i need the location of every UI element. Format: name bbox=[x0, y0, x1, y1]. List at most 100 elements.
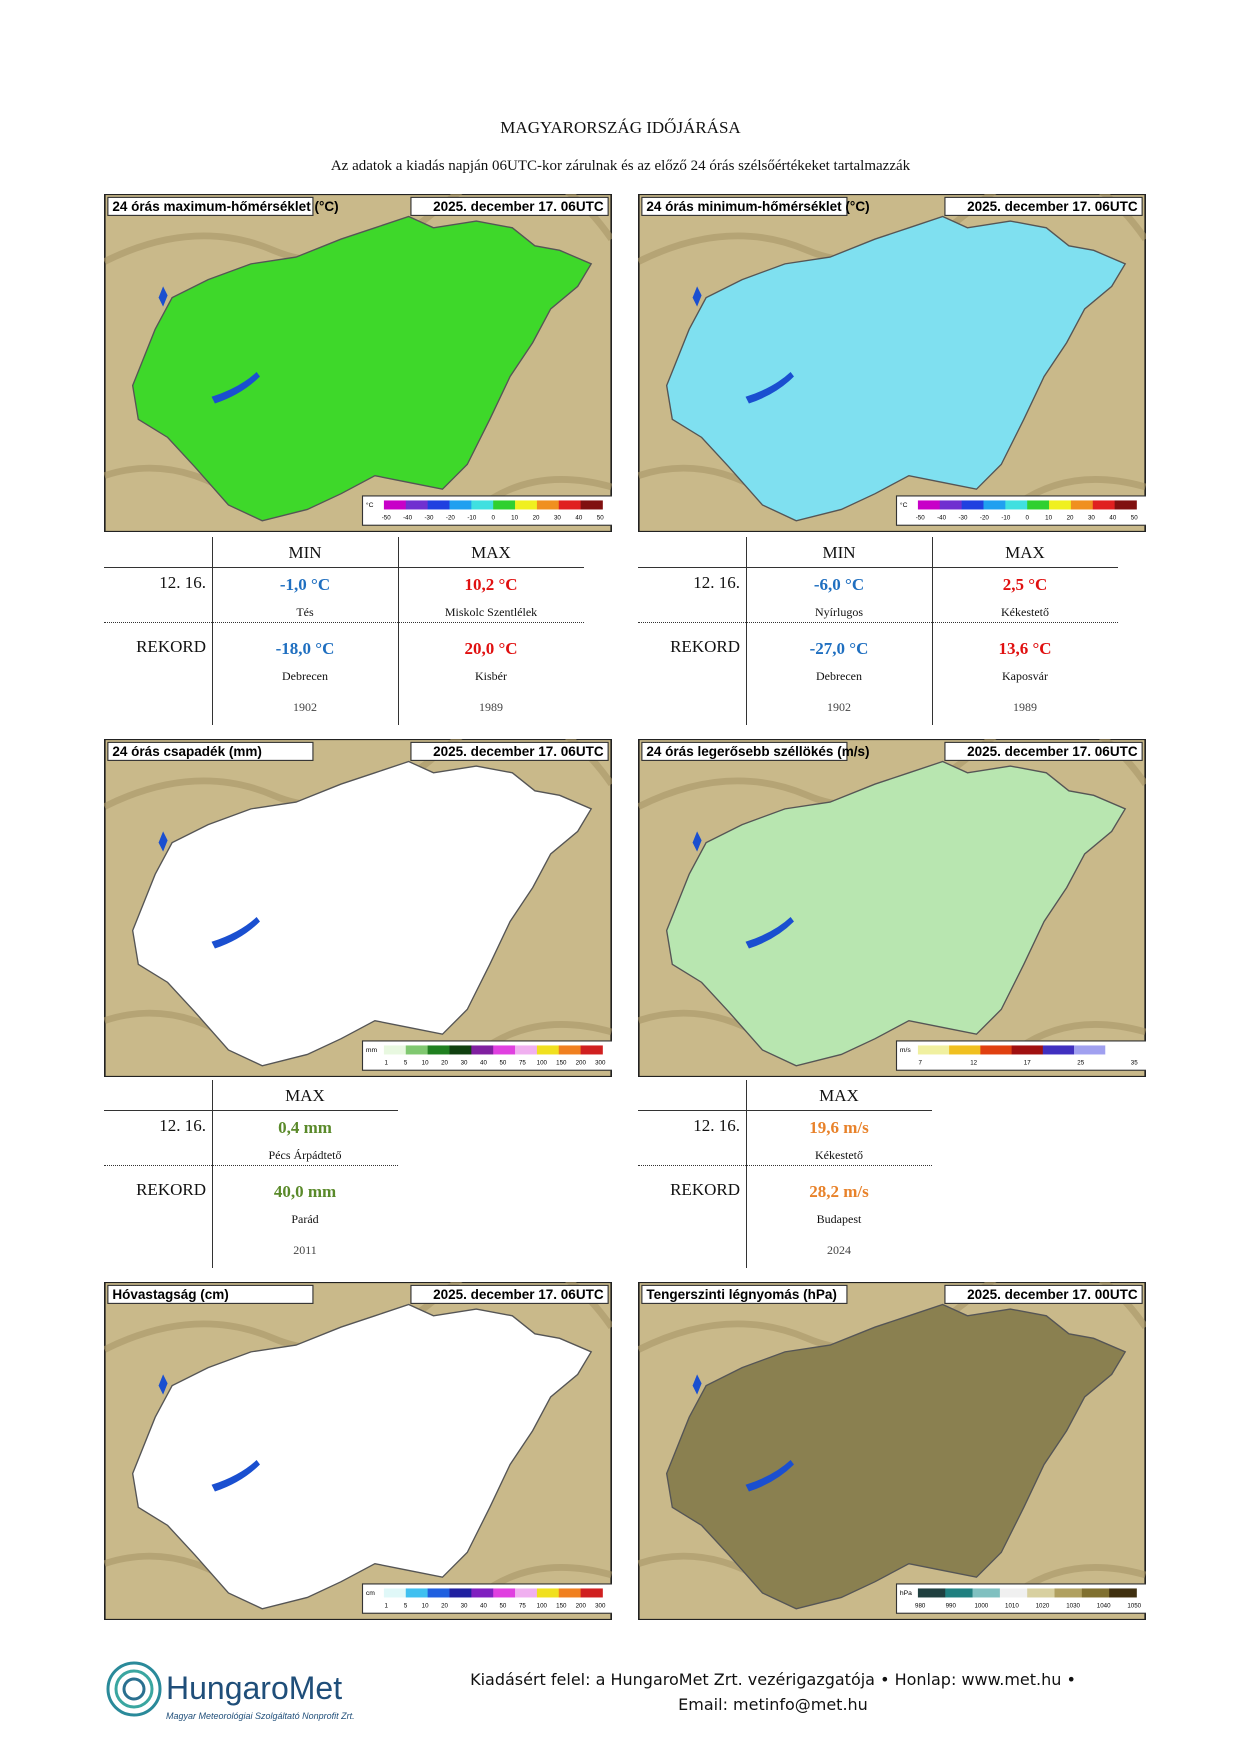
legend-tick: 5 bbox=[404, 1603, 408, 1610]
legend-swatch bbox=[558, 1588, 581, 1598]
legend-swatch bbox=[536, 1588, 560, 1598]
stats-table: MIN MAX 12. 16. -6,0 °C Nyírlugos 2,5 °C Kékes… bbox=[638, 537, 1124, 725]
map-date: 2025. december 17. 06UTC bbox=[433, 199, 604, 214]
legend-tick: 990 bbox=[946, 1603, 957, 1610]
legend-swatch bbox=[515, 500, 538, 510]
map-panel: 24 órás legerősebb széllökés (m/s) 2025. … bbox=[638, 739, 1146, 1077]
cell-value: 20,0 °C bbox=[464, 639, 518, 658]
map-date: 2025. december 17. 06UTC bbox=[967, 199, 1138, 214]
legend-tick: 40 bbox=[480, 1060, 487, 1067]
legend-swatch bbox=[405, 1588, 428, 1598]
legend-swatch bbox=[1081, 1588, 1110, 1598]
legend-swatch bbox=[471, 1588, 494, 1598]
lake-balaton bbox=[211, 372, 260, 404]
country-shape bbox=[665, 215, 1127, 522]
legend-tick: 100 bbox=[537, 1060, 548, 1067]
cell-year: 1902 bbox=[827, 700, 851, 714]
country-shape bbox=[131, 215, 593, 522]
legend-swatch bbox=[471, 500, 494, 510]
map-date: 2025. december 17. 06UTC bbox=[433, 1287, 604, 1302]
country-shape bbox=[665, 1303, 1127, 1610]
legend-tick: 17 bbox=[1024, 1060, 1031, 1067]
map-date: 2025. december 17. 00UTC bbox=[967, 1287, 1138, 1302]
cell-place: Pécs Árpádtető bbox=[268, 1148, 342, 1162]
map-date-box bbox=[410, 1284, 609, 1304]
table-rule bbox=[104, 1165, 398, 1166]
legend-swatch bbox=[1049, 500, 1072, 510]
column-header: MAX bbox=[471, 543, 511, 562]
cell-place: Kaposvár bbox=[1002, 669, 1048, 683]
table-rule bbox=[104, 622, 584, 623]
table-rule bbox=[104, 567, 584, 568]
column-header: MIN bbox=[822, 543, 856, 562]
map-title-box bbox=[641, 741, 848, 761]
row-label: 12. 16. bbox=[693, 1116, 740, 1135]
column-header: MAX bbox=[285, 1086, 325, 1105]
legend-swatch bbox=[1054, 1588, 1083, 1598]
legend-tick: 40 bbox=[575, 515, 582, 522]
legend-swatch bbox=[917, 500, 941, 510]
legend-tick: 25 bbox=[1077, 1060, 1084, 1067]
legend-unit: cm bbox=[366, 1590, 375, 1597]
legend-tick: 0 bbox=[1025, 515, 1029, 522]
map-title-box bbox=[641, 1284, 848, 1304]
legend-tick: 40 bbox=[480, 1603, 487, 1610]
legend-tick: 1030 bbox=[1066, 1603, 1080, 1610]
legend-swatch bbox=[1027, 500, 1050, 510]
legend-unit: hPa bbox=[900, 1590, 912, 1597]
cell-place: Miskolc Szentlélek bbox=[444, 605, 538, 619]
legend-swatch bbox=[383, 500, 407, 510]
legend-tick: -50 bbox=[382, 515, 392, 522]
legend-box bbox=[361, 1583, 612, 1614]
row-label: 12. 16. bbox=[159, 1116, 206, 1135]
map-title: 24 órás legerősebb széllökés (m/s) bbox=[646, 744, 869, 759]
lake-fertő bbox=[158, 286, 168, 307]
map-date-box bbox=[944, 1284, 1143, 1304]
legend-swatch bbox=[1114, 500, 1137, 510]
cell-value: -27,0 °C bbox=[809, 639, 869, 658]
cell-place: Nyírlugos bbox=[815, 605, 863, 619]
legend-swatch bbox=[1109, 1588, 1137, 1598]
cell-year: 1989 bbox=[1013, 700, 1037, 714]
legend-swatch bbox=[1074, 1045, 1106, 1055]
legend-tick: 20 bbox=[441, 1603, 448, 1610]
legend-swatch bbox=[536, 500, 560, 510]
cell-place: Kékestető bbox=[1001, 605, 1049, 619]
logo-swirl bbox=[106, 1661, 162, 1717]
table-rule bbox=[746, 537, 747, 725]
logo-text: HungaroMet bbox=[166, 1670, 342, 1706]
legend-tick: -40 bbox=[937, 515, 947, 522]
legend-swatch bbox=[449, 1045, 472, 1055]
map-panel: 24 órás minimum-hőmérséklet (°C) 2025. de… bbox=[638, 194, 1146, 532]
legend-tick: 1040 bbox=[1097, 1603, 1111, 1610]
legend-swatch bbox=[449, 1588, 472, 1598]
legend-swatch bbox=[999, 1588, 1028, 1598]
map-title: Tengerszinti légnyomás (hPa) bbox=[646, 1287, 837, 1302]
legend-tick: 300 bbox=[595, 1603, 606, 1610]
table-rule bbox=[638, 1165, 932, 1166]
legend-tick: -40 bbox=[403, 515, 413, 522]
legend-unit: m/s bbox=[900, 1047, 911, 1054]
legend-swatch bbox=[939, 500, 962, 510]
legend-swatch bbox=[1027, 1588, 1055, 1598]
map-date-box bbox=[944, 741, 1143, 761]
lake-balaton bbox=[211, 1460, 260, 1492]
lake-balaton bbox=[745, 372, 794, 404]
legend-swatch bbox=[427, 1045, 450, 1055]
lake-fertő bbox=[692, 831, 702, 852]
cell-year: 1989 bbox=[479, 700, 503, 714]
stats-table: MIN MAX 12. 16. -1,0 °C Tés 10,2 °C Miskolc Sz… bbox=[104, 537, 590, 725]
map-date-box bbox=[410, 196, 609, 216]
lake-balaton bbox=[745, 917, 794, 949]
row-label: 12. 16. bbox=[693, 573, 740, 592]
legend-tick: 50 bbox=[1131, 515, 1138, 522]
legend-tick: 100 bbox=[537, 1603, 548, 1610]
country-shape bbox=[131, 1303, 593, 1610]
legend-tick: 300 bbox=[595, 1060, 606, 1067]
lake-balaton bbox=[211, 917, 260, 949]
legend-swatch bbox=[1105, 1045, 1137, 1055]
table-rule bbox=[746, 1080, 747, 1268]
legend-tick: 30 bbox=[554, 515, 561, 522]
footer-line: Kiadásért felel: a HungaroMet Zrt. vezér… bbox=[470, 1670, 1076, 1689]
legend-swatch bbox=[580, 500, 603, 510]
